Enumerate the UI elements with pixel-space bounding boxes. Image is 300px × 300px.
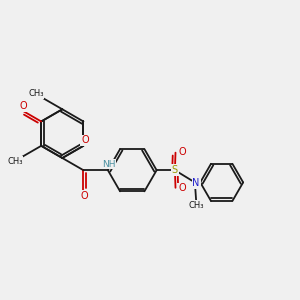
Text: O: O [81,136,89,146]
Text: S: S [172,165,178,175]
Text: O: O [178,183,186,194]
Text: O: O [80,190,88,200]
Text: CH₃: CH₃ [28,89,44,98]
Text: CH₃: CH₃ [188,201,204,210]
Text: NH: NH [102,160,115,169]
Text: O: O [20,101,27,111]
Text: N: N [192,178,200,188]
Text: O: O [178,147,186,157]
Text: CH₃: CH₃ [7,157,22,166]
